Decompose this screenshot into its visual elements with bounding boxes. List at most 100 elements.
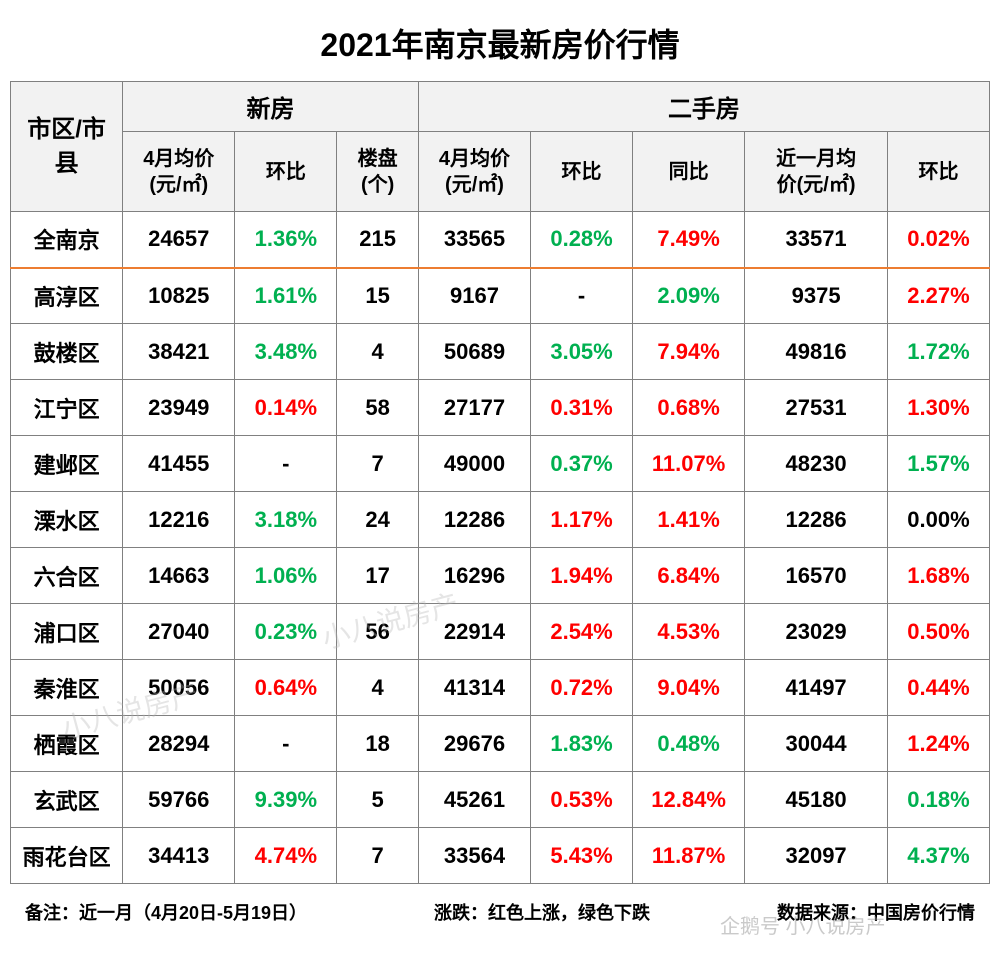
header-new-count: 楼盘(个): [337, 132, 419, 212]
footer-note: 备注：近一月（4月20日-5月19日）: [25, 899, 307, 925]
header-sec-recent-mom: 环比: [887, 132, 989, 212]
header-new-mom: 环比: [235, 132, 337, 212]
table-cell: 16570: [745, 548, 888, 604]
table-cell: 49816: [745, 324, 888, 380]
table-cell: 12286: [418, 492, 530, 548]
header-new-avg: 4月均价(元/㎡): [123, 132, 235, 212]
table-cell: 1.68%: [887, 548, 989, 604]
header-sec-yoy: 同比: [633, 132, 745, 212]
table-cell: 15: [337, 268, 419, 324]
table-cell: 4.37%: [887, 828, 989, 884]
header-sec-recent: 近一月均价(元/㎡): [745, 132, 888, 212]
table-cell: 23029: [745, 604, 888, 660]
table-cell: 5.43%: [531, 828, 633, 884]
table-cell: 50689: [418, 324, 530, 380]
table-cell: 12.84%: [633, 772, 745, 828]
table-cell: 30044: [745, 716, 888, 772]
header-group-second: 二手房: [418, 82, 989, 132]
table-cell: 4.53%: [633, 604, 745, 660]
table-cell: 1.36%: [235, 212, 337, 268]
footer: 备注：近一月（4月20日-5月19日） 涨跌：红色上涨，绿色下跌 数据来源：中国…: [0, 884, 1000, 925]
table-row: 鼓楼区384213.48%4506893.05%7.94%498161.72%: [11, 324, 990, 380]
table-cell: 27040: [123, 604, 235, 660]
table-cell: 栖霞区: [11, 716, 123, 772]
table-cell: 24: [337, 492, 419, 548]
footer-legend: 涨跌：红色上涨，绿色下跌: [434, 899, 650, 925]
table-cell: 10825: [123, 268, 235, 324]
table-cell: 1.72%: [887, 324, 989, 380]
table-cell: 2.54%: [531, 604, 633, 660]
table-row: 六合区146631.06%17162961.94%6.84%165701.68%: [11, 548, 990, 604]
table-cell: 32097: [745, 828, 888, 884]
table-cell: 0.50%: [887, 604, 989, 660]
table-cell: 1.24%: [887, 716, 989, 772]
table-cell: 23949: [123, 380, 235, 436]
table-cell: 38421: [123, 324, 235, 380]
table-row: 玄武区597669.39%5452610.53%12.84%451800.18%: [11, 772, 990, 828]
footer-source: 数据来源：中国房价行情: [777, 899, 975, 925]
table-cell: 4: [337, 324, 419, 380]
table-cell: 59766: [123, 772, 235, 828]
table-row: 雨花台区344134.74%7335645.43%11.87%320974.37…: [11, 828, 990, 884]
table-cell: 27177: [418, 380, 530, 436]
table-cell: 0.28%: [531, 212, 633, 268]
table-cell: 0.02%: [887, 212, 989, 268]
table-cell: 0.68%: [633, 380, 745, 436]
table-cell: 0.14%: [235, 380, 337, 436]
table-cell: 41314: [418, 660, 530, 716]
table-cell: 7: [337, 436, 419, 492]
table-cell: 16296: [418, 548, 530, 604]
header-sec-mom: 环比: [531, 132, 633, 212]
table-cell: 45261: [418, 772, 530, 828]
table-cell: 49000: [418, 436, 530, 492]
table-cell: 58: [337, 380, 419, 436]
table-cell: 56: [337, 604, 419, 660]
table-cell: 溧水区: [11, 492, 123, 548]
table-cell: 秦淮区: [11, 660, 123, 716]
table-cell: 48230: [745, 436, 888, 492]
table-row: 江宁区239490.14%58271770.31%0.68%275311.30%: [11, 380, 990, 436]
table-cell: -: [235, 716, 337, 772]
table-cell: 2.27%: [887, 268, 989, 324]
table-cell: 12286: [745, 492, 888, 548]
table-cell: 9.39%: [235, 772, 337, 828]
table-row: 浦口区270400.23%56229142.54%4.53%230290.50%: [11, 604, 990, 660]
table-cell: 1.57%: [887, 436, 989, 492]
table-cell: 33565: [418, 212, 530, 268]
table-cell: 1.61%: [235, 268, 337, 324]
table-cell: 34413: [123, 828, 235, 884]
table-cell: 0.53%: [531, 772, 633, 828]
table-cell: 6.84%: [633, 548, 745, 604]
table-cell: 高淳区: [11, 268, 123, 324]
table-cell: 建邺区: [11, 436, 123, 492]
table-row: 栖霞区28294-18296761.83%0.48%300441.24%: [11, 716, 990, 772]
table-row: 溧水区122163.18%24122861.17%1.41%122860.00%: [11, 492, 990, 548]
table-cell: 27531: [745, 380, 888, 436]
table-cell: 0.64%: [235, 660, 337, 716]
table-cell: 11.87%: [633, 828, 745, 884]
table-cell: 0.37%: [531, 436, 633, 492]
table-cell: 六合区: [11, 548, 123, 604]
table-cell: 3.05%: [531, 324, 633, 380]
table-cell: 29676: [418, 716, 530, 772]
price-table: 市区/市县 新房 二手房 4月均价(元/㎡) 环比 楼盘(个) 4月均价(元/㎡…: [10, 81, 990, 884]
table-cell: 41455: [123, 436, 235, 492]
table-cell: 3.48%: [235, 324, 337, 380]
table-cell: 0.48%: [633, 716, 745, 772]
table-cell: 7: [337, 828, 419, 884]
table-cell: 24657: [123, 212, 235, 268]
table-cell: 12216: [123, 492, 235, 548]
table-cell: 11.07%: [633, 436, 745, 492]
table-body: 全南京246571.36%215335650.28%7.49%335710.02…: [11, 212, 990, 884]
table-cell: 4.74%: [235, 828, 337, 884]
table-cell: 0.18%: [887, 772, 989, 828]
table-cell: 45180: [745, 772, 888, 828]
table-cell: 1.41%: [633, 492, 745, 548]
table-cell: 2.09%: [633, 268, 745, 324]
table-cell: 4: [337, 660, 419, 716]
table-cell: 1.06%: [235, 548, 337, 604]
table-row: 高淳区108251.61%159167-2.09%93752.27%: [11, 268, 990, 324]
table-cell: -: [235, 436, 337, 492]
table-cell: 浦口区: [11, 604, 123, 660]
table-row: 建邺区41455-7490000.37%11.07%482301.57%: [11, 436, 990, 492]
